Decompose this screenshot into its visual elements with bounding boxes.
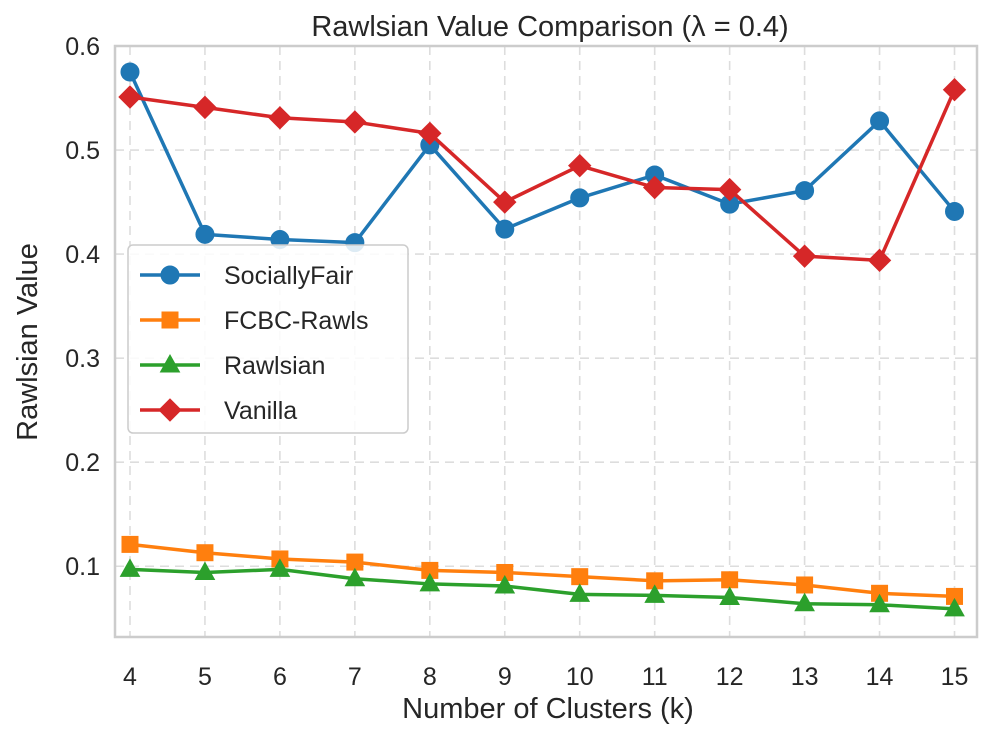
series-line-sociallyfair [128,71,956,245]
data-point-vanilla [942,77,967,102]
data-point-sociallyfair [120,62,140,82]
y-tick-label: 0.2 [65,449,100,477]
y-tick-label: 0.4 [65,241,100,269]
plot-frame [113,44,979,639]
legend-marker [160,265,180,285]
data-point-sociallyfair [870,111,890,131]
data-point-vanilla [568,153,592,178]
series-vanilla [118,77,967,273]
series-fcbc-rawls [121,535,964,605]
data-point-rawlsian [944,597,965,617]
x-axis-label: Number of Clusters (k) [402,693,694,725]
x-tick-label: 8 [423,663,437,691]
data-point-fcbc-rawls [196,544,214,562]
y-tick-label: 0.3 [65,345,100,373]
x-tick-label: 12 [716,663,744,691]
legend-marker [159,353,181,373]
data-point-fcbc-rawls [571,568,589,586]
data-point-sociallyfair [495,219,515,239]
y-tick-label: 0.1 [65,553,100,581]
legend-box [127,244,409,434]
data-point-rawlsian [494,574,516,594]
data-point-sociallyfair [570,188,590,208]
y-tick-label: 0.6 [65,33,100,61]
data-point-vanilla [642,175,667,200]
series-line-vanilla [129,88,957,263]
data-point-rawlsian [794,592,815,612]
x-tick-label: 9 [498,663,512,691]
x-tick-label: 4 [123,663,137,691]
y-axis-ticks: 0.1 0.2 0.3 0.4 0.5 0.6 [65,33,100,581]
data-point-rawlsian [119,558,141,577]
data-point-vanilla [493,190,517,214]
x-axis-ticks: 4 5 6 7 8 9 10 11 12 13 14 15 [123,663,968,691]
data-point-vanilla [193,95,217,120]
legend-entry-sociallyfair: SociallyFair [140,262,353,290]
plot-area [118,62,967,617]
legend-label: Vanilla [224,397,297,425]
data-point-vanilla [418,121,442,146]
x-tick-label: 15 [941,663,969,691]
legend-entry-rawlsian: Rawlsian [140,352,325,380]
data-point-sociallyfair [795,181,815,201]
legend-label: FCBC-Rawls [224,307,368,335]
series-line-fcbc-rawls [129,542,955,599]
x-tick-label: 10 [566,663,594,691]
data-point-sociallyfair [945,201,965,221]
series-sociallyfair [120,62,965,253]
data-point-rawlsian [644,584,666,603]
series-line-rawlsian [129,567,955,611]
data-point-fcbc-rawls [121,535,139,553]
data-point-sociallyfair [195,224,215,244]
x-tick-label: 6 [273,663,287,691]
chart-title: Rawlsian Value Comparison (λ = 0.4) [311,11,788,43]
legend-entry-fcbc-rawls: FCBC-Rawls [140,307,368,335]
x-tick-label: 11 [642,663,668,691]
x-tick-label: 7 [348,663,362,691]
series-rawlsian [119,558,965,617]
x-tick-label: 14 [866,663,894,691]
data-point-vanilla [867,248,892,273]
data-point-rawlsian [419,572,441,592]
y-tick-label: 0.5 [65,137,100,165]
legend-label: SociallyFair [224,262,353,290]
data-point-fcbc-rawls [346,553,364,571]
data-point-vanilla [118,85,142,109]
data-point-rawlsian [569,583,591,602]
x-tick-label: 5 [198,663,212,691]
data-point-vanilla [717,177,742,202]
data-point-vanilla [268,106,292,130]
data-point-rawlsian [719,586,740,605]
data-point-rawlsian [269,558,291,577]
legend-label: Rawlsian [224,352,325,380]
data-point-rawlsian [194,561,216,580]
data-point-fcbc-rawls [796,576,814,594]
data-point-rawlsian [344,567,366,587]
legend-marker [158,398,182,422]
x-tick-label: 13 [791,663,819,691]
data-point-vanilla [792,244,817,268]
legend-entry-vanilla: Vanilla [140,397,297,425]
legend: SociallyFair FCBC-Rawls Rawlsian Vanilla [127,244,409,434]
y-axis-label: Rawlsian Value [12,243,44,441]
data-point-rawlsian [869,593,890,613]
legend-marker [161,311,179,329]
data-point-fcbc-rawls [721,571,739,589]
data-point-vanilla [343,110,367,134]
